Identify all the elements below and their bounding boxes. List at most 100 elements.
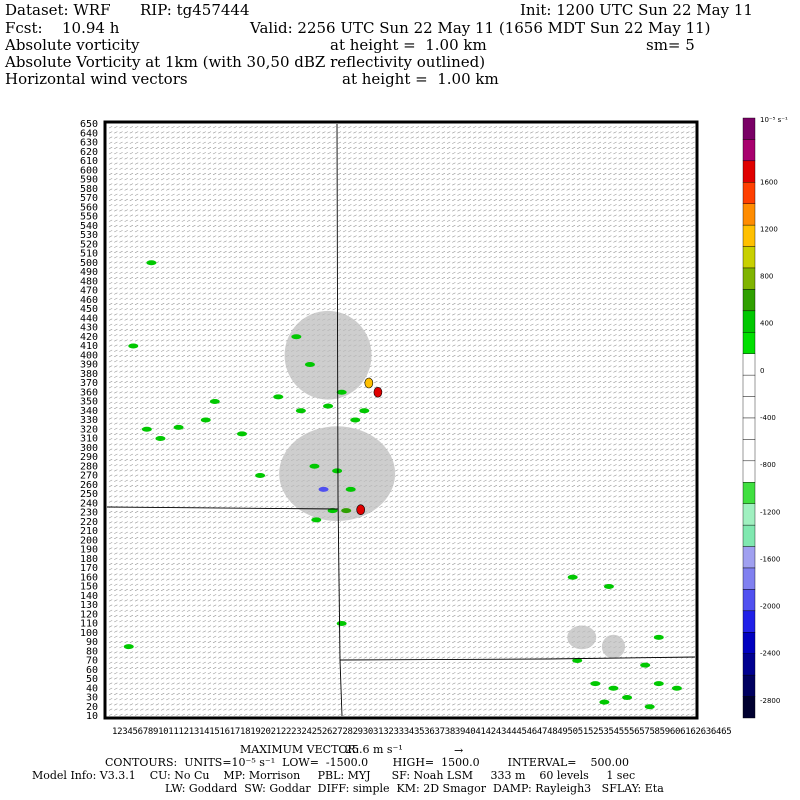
colorbar-cell bbox=[742, 653, 756, 676]
y-tick-label: 450 bbox=[80, 304, 98, 315]
vorticity-contour bbox=[373, 386, 383, 398]
vorticity-contour bbox=[304, 362, 315, 367]
boundary-line-vertical bbox=[336, 123, 343, 717]
field1-name: Absolute vorticity bbox=[5, 36, 140, 54]
vorticity-contour bbox=[155, 436, 166, 441]
vorticity-contour bbox=[336, 389, 347, 395]
colorbar-unit: 10⁻⁵ s⁻¹ bbox=[760, 116, 788, 124]
y-tick-label: 350 bbox=[80, 397, 98, 408]
state-boundaries bbox=[106, 123, 696, 717]
vorticity-contour bbox=[200, 417, 211, 423]
y-axis-ticks: 6506406306206106005905805705605505405305… bbox=[80, 119, 98, 722]
y-tick-label: 60 bbox=[86, 665, 98, 676]
y-tick-label: 320 bbox=[80, 424, 98, 435]
vorticity-contour bbox=[345, 486, 356, 492]
vorticity-contour bbox=[128, 343, 139, 349]
colorbar-label: -2800 bbox=[760, 697, 780, 705]
field3-name: Horizontal wind vectors bbox=[5, 70, 188, 88]
y-tick-label: 580 bbox=[80, 184, 98, 195]
colorbar-cell bbox=[742, 332, 756, 354]
colorbar-cell bbox=[742, 182, 756, 204]
max-vector-arrow-icon: → bbox=[454, 744, 464, 757]
colorbar-cell bbox=[742, 417, 756, 440]
field1-smoothing: sm= 5 bbox=[646, 36, 695, 54]
y-tick-label: 280 bbox=[80, 461, 98, 472]
y-tick-label: 90 bbox=[86, 637, 98, 648]
colorbar-cell bbox=[742, 524, 756, 547]
y-tick-label: 550 bbox=[80, 212, 98, 223]
y-tick-label: 70 bbox=[86, 656, 98, 667]
reflectivity-areas bbox=[279, 310, 626, 659]
y-tick-label: 270 bbox=[80, 471, 98, 482]
y-tick-label: 230 bbox=[80, 508, 98, 519]
vorticity-contour bbox=[567, 574, 578, 580]
colorbar: 10⁻⁵ s⁻¹ 1600 1200 800 400 0 -400 -800 -1200 -160… bbox=[742, 116, 788, 719]
vorticity-contours bbox=[123, 260, 682, 710]
colorbar-cell bbox=[742, 696, 756, 719]
y-tick-label: 110 bbox=[80, 619, 98, 630]
max-vector-value: 25.6 m s⁻¹ bbox=[345, 743, 403, 756]
vorticity-contour bbox=[173, 424, 184, 430]
y-tick-label: 160 bbox=[80, 572, 98, 583]
vorticity-contour bbox=[311, 517, 322, 523]
vorticity-contour bbox=[350, 417, 361, 423]
valid-time: Valid: 2256 UTC Sun 22 May 11 (1656 MDT … bbox=[250, 19, 711, 37]
vorticity-contour bbox=[653, 634, 664, 640]
vorticity-contour bbox=[608, 685, 619, 691]
colorbar-cell bbox=[742, 224, 756, 247]
vorticity-contour bbox=[364, 377, 374, 389]
colorbar-label: -2000 bbox=[760, 603, 780, 611]
vorticity-contour bbox=[622, 695, 633, 700]
vorticity-contour bbox=[590, 681, 601, 687]
y-tick-label: 40 bbox=[86, 683, 98, 694]
colorbar-label: -800 bbox=[760, 461, 776, 469]
y-tick-label: 340 bbox=[80, 406, 98, 417]
vorticity-contour bbox=[295, 408, 306, 414]
vorticity-contour bbox=[603, 584, 614, 589]
colorbar-cell bbox=[742, 610, 756, 633]
y-tick-label: 210 bbox=[80, 526, 98, 537]
field2-name: Absolute Vorticity at 1km (with 30,50 dB… bbox=[5, 53, 486, 71]
colorbar-cell bbox=[742, 482, 756, 504]
colorbar-cell bbox=[742, 139, 756, 162]
y-tick-label: 290 bbox=[80, 452, 98, 463]
wind-vector-texture bbox=[108, 126, 695, 716]
y-tick-label: 600 bbox=[80, 165, 98, 176]
y-tick-label: 240 bbox=[80, 498, 98, 509]
y-tick-label: 460 bbox=[80, 295, 98, 306]
y-tick-label: 620 bbox=[80, 147, 98, 158]
colorbar-cell bbox=[742, 353, 756, 376]
y-tick-label: 20 bbox=[86, 702, 98, 713]
max-vector-label: MAXIMUM VECTOR: bbox=[240, 743, 360, 756]
y-tick-label: 10 bbox=[86, 711, 98, 722]
y-tick-label: 420 bbox=[80, 332, 98, 343]
y-tick-label: 30 bbox=[86, 693, 98, 704]
y-tick-label: 400 bbox=[80, 350, 98, 361]
y-tick-label: 50 bbox=[86, 674, 98, 685]
colorbar-cell bbox=[742, 567, 756, 590]
vorticity-contour bbox=[359, 408, 370, 414]
y-tick-label: 170 bbox=[80, 563, 98, 574]
model-info-physics: LW: Goddard SW: Goddar DIFF: simple KM: … bbox=[165, 782, 664, 795]
vorticity-contour bbox=[356, 504, 365, 516]
wind-vector-field bbox=[108, 126, 695, 716]
y-tick-label: 590 bbox=[80, 175, 98, 186]
boundary-line-south bbox=[339, 656, 696, 661]
y-tick-label: 500 bbox=[80, 258, 98, 269]
y-tick-label: 300 bbox=[80, 443, 98, 454]
vorticity-contour bbox=[291, 334, 302, 340]
vorticity-contour bbox=[572, 658, 583, 663]
y-tick-label: 80 bbox=[86, 646, 98, 657]
colorbar-cell bbox=[742, 160, 756, 183]
colorbar-label: -1200 bbox=[760, 508, 780, 516]
y-tick-label: 480 bbox=[80, 276, 98, 287]
fcst-label: Fcst: bbox=[5, 19, 43, 37]
vorticity-contour bbox=[336, 621, 347, 626]
vorticity-contour bbox=[146, 260, 157, 266]
colorbar-cell bbox=[742, 546, 756, 569]
vorticity-contour bbox=[640, 662, 651, 668]
y-tick-label: 190 bbox=[80, 545, 98, 556]
y-tick-label: 150 bbox=[80, 582, 98, 593]
fcst-value: 10.94 h bbox=[62, 19, 120, 37]
colorbar-cell bbox=[742, 203, 756, 226]
